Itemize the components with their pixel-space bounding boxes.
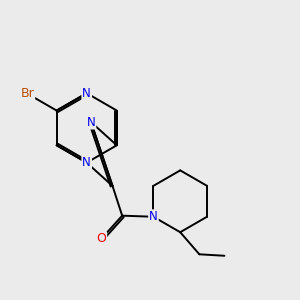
Text: N: N bbox=[82, 156, 91, 169]
Text: N: N bbox=[149, 210, 158, 223]
Text: N: N bbox=[87, 116, 95, 128]
Text: Br: Br bbox=[20, 87, 34, 100]
Text: N: N bbox=[82, 87, 91, 100]
Text: O: O bbox=[96, 232, 106, 245]
